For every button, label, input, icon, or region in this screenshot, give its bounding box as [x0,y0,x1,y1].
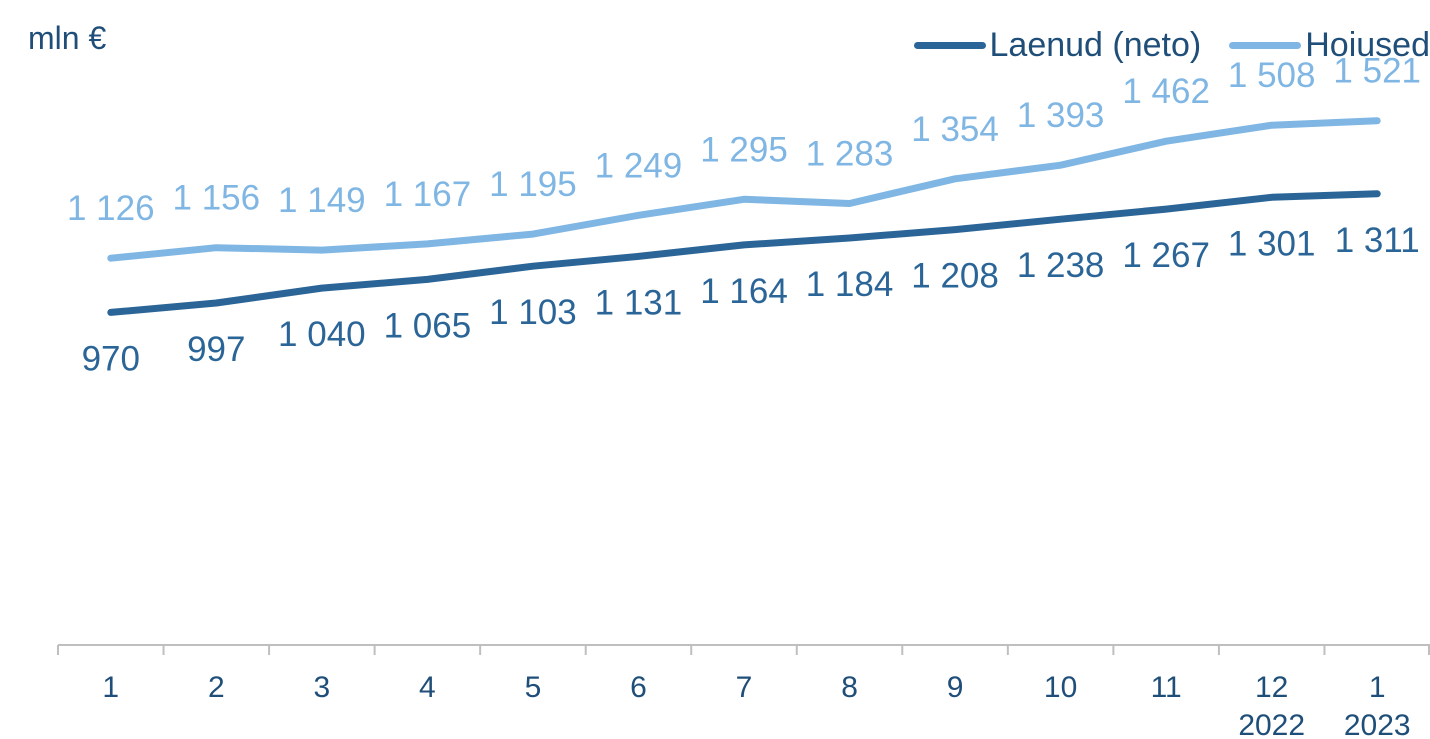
data-label-laenud: 970 [82,339,140,378]
x-tick-label: 2 [208,671,225,704]
data-label-laenud: 1 184 [806,265,894,304]
x-tick-label: 3 [314,671,331,704]
data-label-hoiused: 1 295 [700,130,788,169]
data-label-laenud: 1 238 [1017,246,1105,285]
data-label-laenud: 1 301 [1228,224,1316,263]
data-label-hoiused: 1 354 [911,110,999,149]
x-tick-label: 9 [947,671,964,704]
data-label-hoiused: 1 167 [384,175,472,214]
data-label-hoiused: 1 508 [1228,56,1316,95]
x-tick-label: 1 [1369,671,1386,704]
data-label-laenud: 1 103 [489,293,577,332]
data-label-hoiused: 1 393 [1017,96,1105,135]
data-label-hoiused: 1 249 [595,146,683,185]
legend-label-laenud: Laenud (neto) [989,26,1202,64]
x-tick-label: 5 [525,671,542,704]
data-label-laenud: 1 267 [1122,236,1210,275]
data-label-hoiused: 1 126 [67,189,155,228]
data-label-hoiused: 1 149 [278,181,366,220]
x-tick-label: 10 [1044,671,1077,704]
x-year-label: 2022 [1238,709,1305,739]
x-tick-label: 8 [841,671,858,704]
x-tick-label: 1 [102,671,119,704]
series-line-hoiused [107,117,1381,262]
legend-swatch-hoiused [1229,42,1302,49]
data-label-hoiused: 1 156 [173,179,261,218]
x-tick-label: 11 [1151,671,1182,704]
data-label-laenud: 997 [187,330,245,369]
legend-label-hoiused: Hoiused [1305,26,1430,64]
data-label-laenud: 1 164 [700,272,788,311]
legend-item-hoiused: Hoiused [1229,26,1430,65]
data-label-laenud: 1 311 [1335,221,1420,260]
data-label-laenud: 1 065 [384,306,472,345]
legend-swatch-laenud [913,42,986,49]
y-unit-label: mln € [28,20,107,56]
x-tick-label: 7 [736,671,753,704]
data-label-laenud: 1 208 [911,257,999,296]
x-tick-label: 6 [630,671,647,704]
series-line-laenud [107,190,1381,316]
data-label-hoiused: 1 462 [1122,72,1210,111]
legend-item-laenud: Laenud (neto) [913,26,1202,65]
x-tick-label: 4 [419,671,436,704]
data-label-hoiused: 1 195 [489,165,577,204]
legend: Laenud (neto) Hoiused [892,26,1430,65]
x-year-label: 2023 [1344,709,1411,739]
data-label-laenud: 1 131 [595,283,683,322]
x-tick-label: 12 [1255,671,1288,704]
data-label-hoiused: 1 521 [1333,52,1421,91]
data-label-hoiused: 1 283 [806,135,894,174]
data-label-laenud: 1 040 [278,315,366,354]
